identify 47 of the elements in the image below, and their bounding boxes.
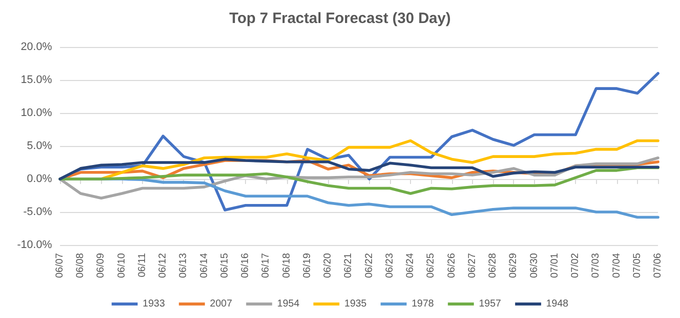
legend-label: 1935 — [344, 298, 368, 310]
y-tick-label: -5.0% — [23, 206, 52, 218]
y-tick-label: 5.0% — [26, 140, 52, 152]
legend-label: 1954 — [277, 298, 300, 310]
x-tick-label: 06/29 — [508, 252, 520, 278]
x-tick-label: 06/13 — [178, 252, 190, 278]
y-tick-label: 15.0% — [20, 74, 52, 86]
x-tick-label: 07/01 — [549, 252, 560, 278]
x-tick-label: 06/16 — [240, 252, 252, 278]
x-tick-label: 06/11 — [136, 252, 148, 278]
legend-label: 1978 — [412, 298, 434, 310]
y-tick-label: 20.0% — [20, 41, 52, 53]
x-tick-label: 06/15 — [219, 252, 230, 278]
line-series — [58, 166, 660, 195]
x-tick-label: 06/08 — [75, 252, 86, 278]
x-tick-label: 07/03 — [590, 252, 602, 278]
y-tick-label: -10.0% — [17, 239, 52, 251]
x-tick-label: 06/20 — [322, 252, 334, 278]
x-tick-label: 06/25 — [426, 252, 437, 278]
x-tick-label: 07/06 — [652, 252, 664, 278]
x-tick-label: 06/26 — [446, 252, 458, 278]
chart-title: Top 7 Fractal Forecast (30 Day) — [229, 10, 451, 27]
x-tick-label: 06/10 — [116, 252, 128, 278]
legend-label: 1933 — [142, 298, 166, 310]
x-tick-label: 06/28 — [488, 252, 499, 278]
x-tick-label: 06/07 — [54, 252, 66, 278]
x-tick-label: 06/27 — [466, 252, 478, 278]
x-tick-label: 06/12 — [158, 252, 169, 278]
x-tick-label: 06/09 — [96, 252, 107, 278]
y-tick-label: 10.0% — [20, 107, 52, 119]
x-tick-label: 07/02 — [570, 252, 582, 278]
x-tick-label: 06/30 — [528, 252, 540, 278]
legend-label: 2007 — [210, 298, 233, 310]
line-series — [58, 156, 660, 200]
x-tick-label: 06/21 — [343, 252, 354, 278]
legend-label: 1948 — [546, 298, 569, 310]
x-tick-label: 06/19 — [302, 252, 313, 278]
y-tick-label: 0.0% — [26, 173, 52, 185]
x-tick-label: 06/24 — [405, 252, 416, 278]
x-tick-label: 07/04 — [611, 252, 622, 278]
x-tick-label: 06/14 — [198, 252, 210, 278]
x-tick-label: 06/18 — [281, 252, 292, 278]
x-tick-label: 06/22 — [364, 252, 375, 278]
x-tick-label: 06/23 — [384, 252, 396, 278]
x-tick-label: 06/17 — [260, 252, 272, 278]
legend-label: 1957 — [478, 298, 502, 310]
x-tick-label: 07/05 — [632, 252, 643, 278]
